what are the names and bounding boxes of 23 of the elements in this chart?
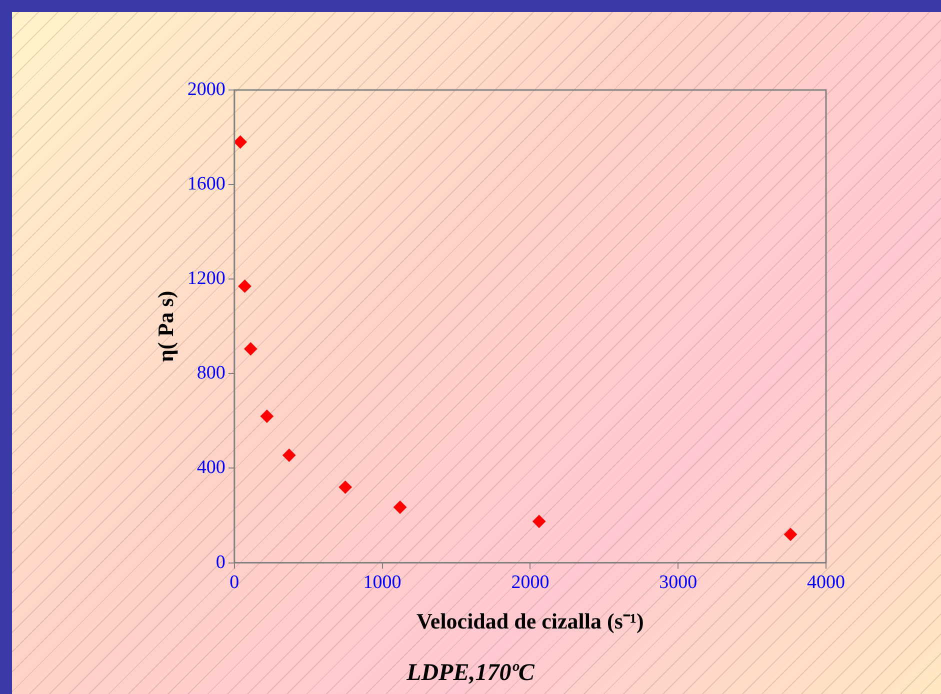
point [234,136,247,149]
y-tick-label: 800 [196,362,226,384]
y-tick-label: 2000 [187,78,226,100]
x-tick-label: 3000 [659,572,698,594]
x-tick-label: 1000 [363,572,402,594]
x-tick-label: 4000 [807,572,845,594]
point [244,342,258,356]
point [260,410,274,423]
point [282,448,296,462]
x-axis-title: Velocidad de cizalla (s⁻¹) [416,608,644,634]
y-tick-label: 0 [216,552,226,573]
y-tick-label: 1200 [187,268,226,290]
y-tick-label: 1600 [187,174,226,195]
x-tick-label: 2000 [511,572,550,594]
point [784,528,798,541]
x-tick-label: 0 [230,572,240,594]
point [238,280,252,293]
y-tick-label: 400 [196,457,226,478]
point [338,480,352,494]
text: LDPE,170ºC [406,660,536,687]
y-axis-title: η( Pa s) [152,290,178,362]
point [394,500,407,514]
point [532,514,546,528]
